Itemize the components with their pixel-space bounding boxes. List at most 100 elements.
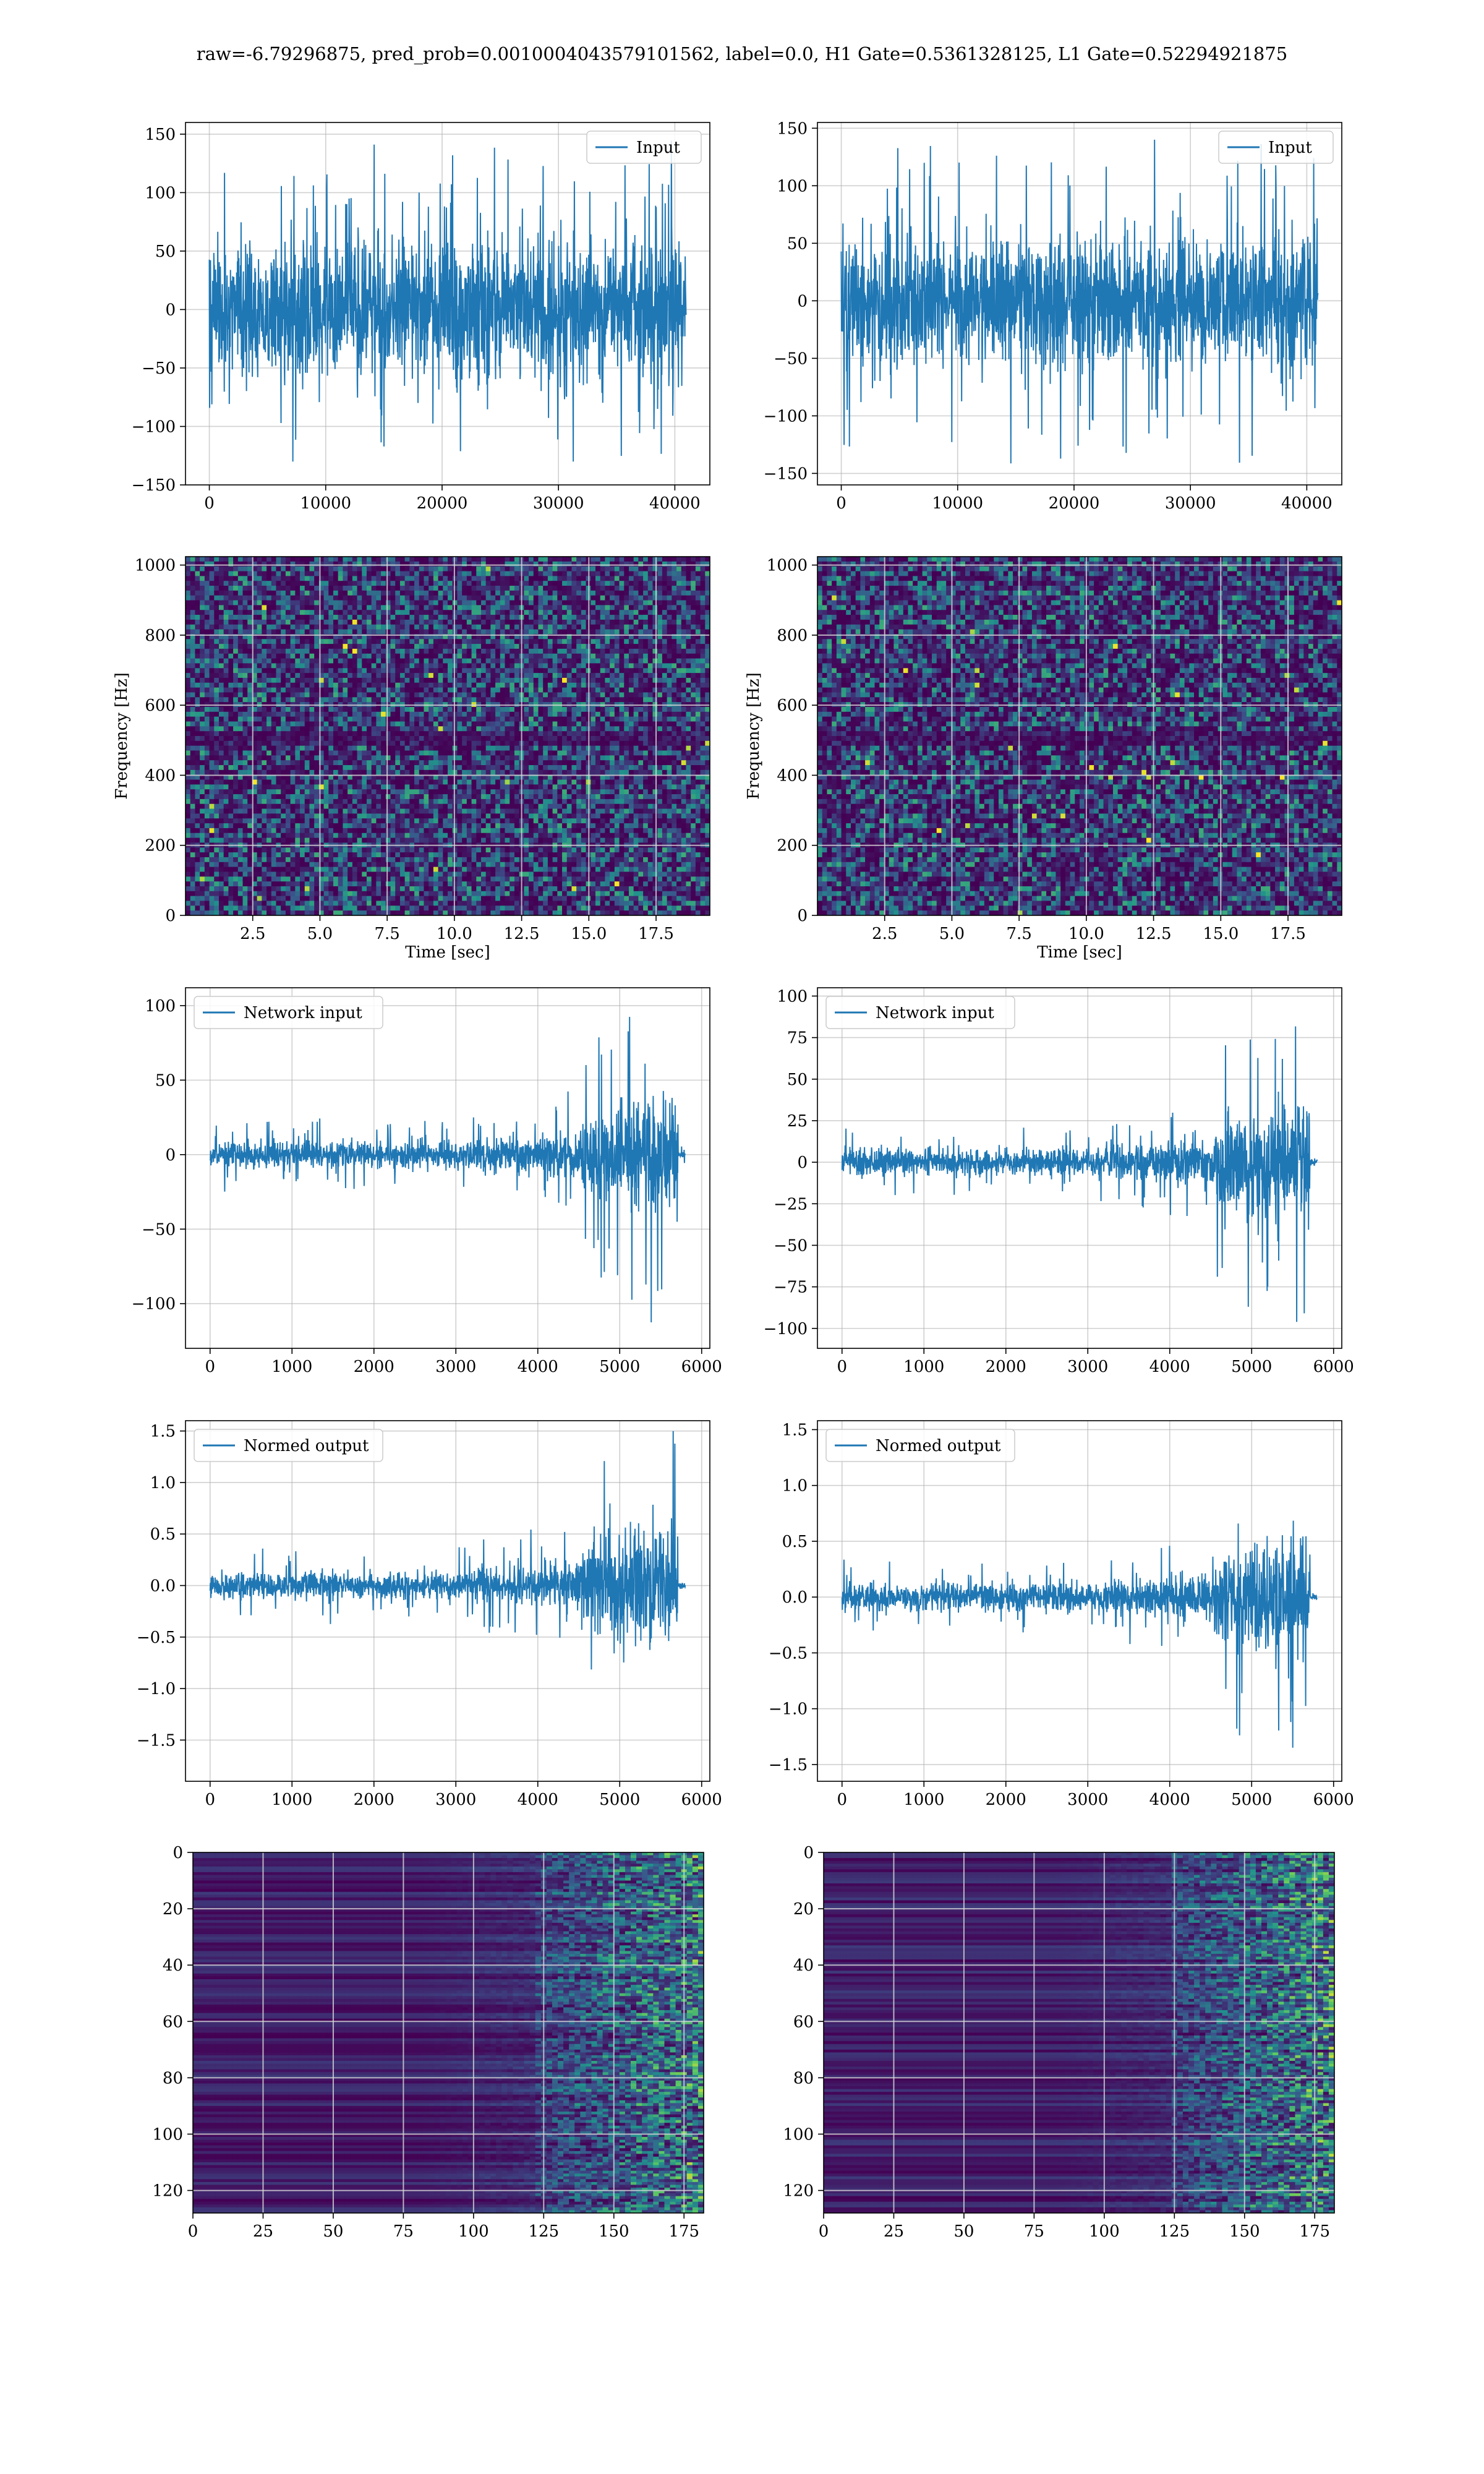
heat-cell [200, 750, 205, 756]
heat-cell [591, 658, 596, 664]
l1-input-frame [817, 122, 1342, 486]
heat-cell [228, 673, 234, 678]
heat-cell [466, 673, 472, 678]
heat-cell [514, 736, 520, 742]
x-tick-label: 10000 [932, 494, 983, 513]
heat-cell [643, 711, 649, 717]
heat-cell [257, 692, 262, 698]
heat-cell [633, 731, 639, 737]
heat-cell [443, 658, 448, 664]
heat-cell [652, 716, 658, 722]
heat-cell [223, 692, 229, 698]
heat-cell [633, 586, 639, 591]
heat-cell [276, 600, 281, 606]
heat-cell [471, 634, 477, 640]
heat-cell [476, 610, 482, 615]
heat-cell [562, 557, 568, 562]
heat-cell [190, 706, 196, 713]
heat-cell [371, 706, 377, 713]
heat-cell [190, 653, 196, 659]
heat-cell [276, 731, 281, 737]
heat-cell [514, 605, 520, 610]
heat-cell [652, 619, 658, 625]
legend-label: Input [636, 139, 680, 157]
heat-cell [557, 619, 563, 625]
heat-cell [543, 590, 548, 596]
heat-cell [614, 711, 620, 717]
heat-cell [376, 745, 382, 751]
heat-cell [343, 668, 348, 674]
heat-cell [462, 673, 467, 678]
heat-cell [209, 765, 215, 771]
heat-cell [591, 615, 596, 620]
heat-cell [652, 561, 658, 567]
heat-cell [495, 697, 501, 703]
heat-cell [204, 581, 210, 586]
heat-cell [571, 576, 577, 581]
heat-cell [652, 736, 658, 742]
heat-cell [700, 619, 706, 625]
heat-cell [271, 561, 277, 567]
heat-cell [328, 726, 334, 732]
heat-cell [204, 755, 210, 761]
heat-cell [328, 697, 334, 703]
heat-cell [547, 673, 553, 678]
heat-cell [480, 639, 487, 644]
heat-cell [333, 745, 339, 751]
heat-cell [200, 706, 205, 713]
heat-cell [357, 745, 362, 751]
heat-cell [667, 745, 672, 751]
heat-cell [605, 706, 610, 713]
heat-cell [343, 731, 348, 737]
heat-cell [409, 648, 415, 654]
heat-cell [267, 769, 272, 776]
heat-cell [186, 677, 191, 683]
heat-cell [247, 586, 253, 591]
heat-cell [676, 731, 682, 737]
heat-cell [595, 682, 601, 688]
heat-cell [557, 595, 563, 601]
heat-cell [200, 595, 205, 601]
heat-cell [443, 673, 448, 678]
heat-cell [480, 677, 487, 683]
heat-cell [309, 673, 315, 678]
heat-cell [419, 600, 425, 606]
heat-cell [285, 653, 291, 659]
heat-cell [371, 760, 377, 766]
heat-cell [267, 648, 272, 654]
heat-cell [552, 682, 558, 688]
heat-cell [510, 731, 515, 737]
heat-cell [448, 561, 453, 567]
heat-cell [309, 716, 315, 722]
heat-cell [643, 566, 649, 572]
heat-cell [252, 590, 258, 596]
heat-cell [433, 692, 439, 698]
heat-cell [600, 682, 605, 688]
heat-cell [233, 595, 239, 601]
heat-cell [657, 682, 663, 688]
heat-cell [562, 716, 568, 722]
heat-cell [285, 682, 291, 688]
heat-cell [647, 658, 654, 664]
heat-cell [218, 653, 224, 659]
heat-cell [485, 619, 491, 625]
heat-cell [352, 586, 358, 591]
heat-cell [695, 687, 701, 693]
heat-cell [376, 677, 382, 683]
heat-cell [424, 687, 429, 693]
heat-cell [385, 600, 391, 606]
heat-cell [204, 586, 210, 591]
heat-cell [443, 726, 448, 732]
heat-cell [323, 711, 329, 717]
heat-cell [605, 586, 610, 591]
heat-cell [271, 721, 277, 727]
heat-cell [376, 673, 382, 678]
heat-cell [591, 610, 596, 615]
heat-cell [514, 663, 520, 669]
heat-cell [323, 663, 329, 669]
heat-cell [581, 648, 587, 654]
heat-cell [343, 653, 348, 659]
heat-cell [424, 590, 429, 596]
heat-cell [290, 653, 296, 659]
heat-cell [290, 648, 296, 654]
